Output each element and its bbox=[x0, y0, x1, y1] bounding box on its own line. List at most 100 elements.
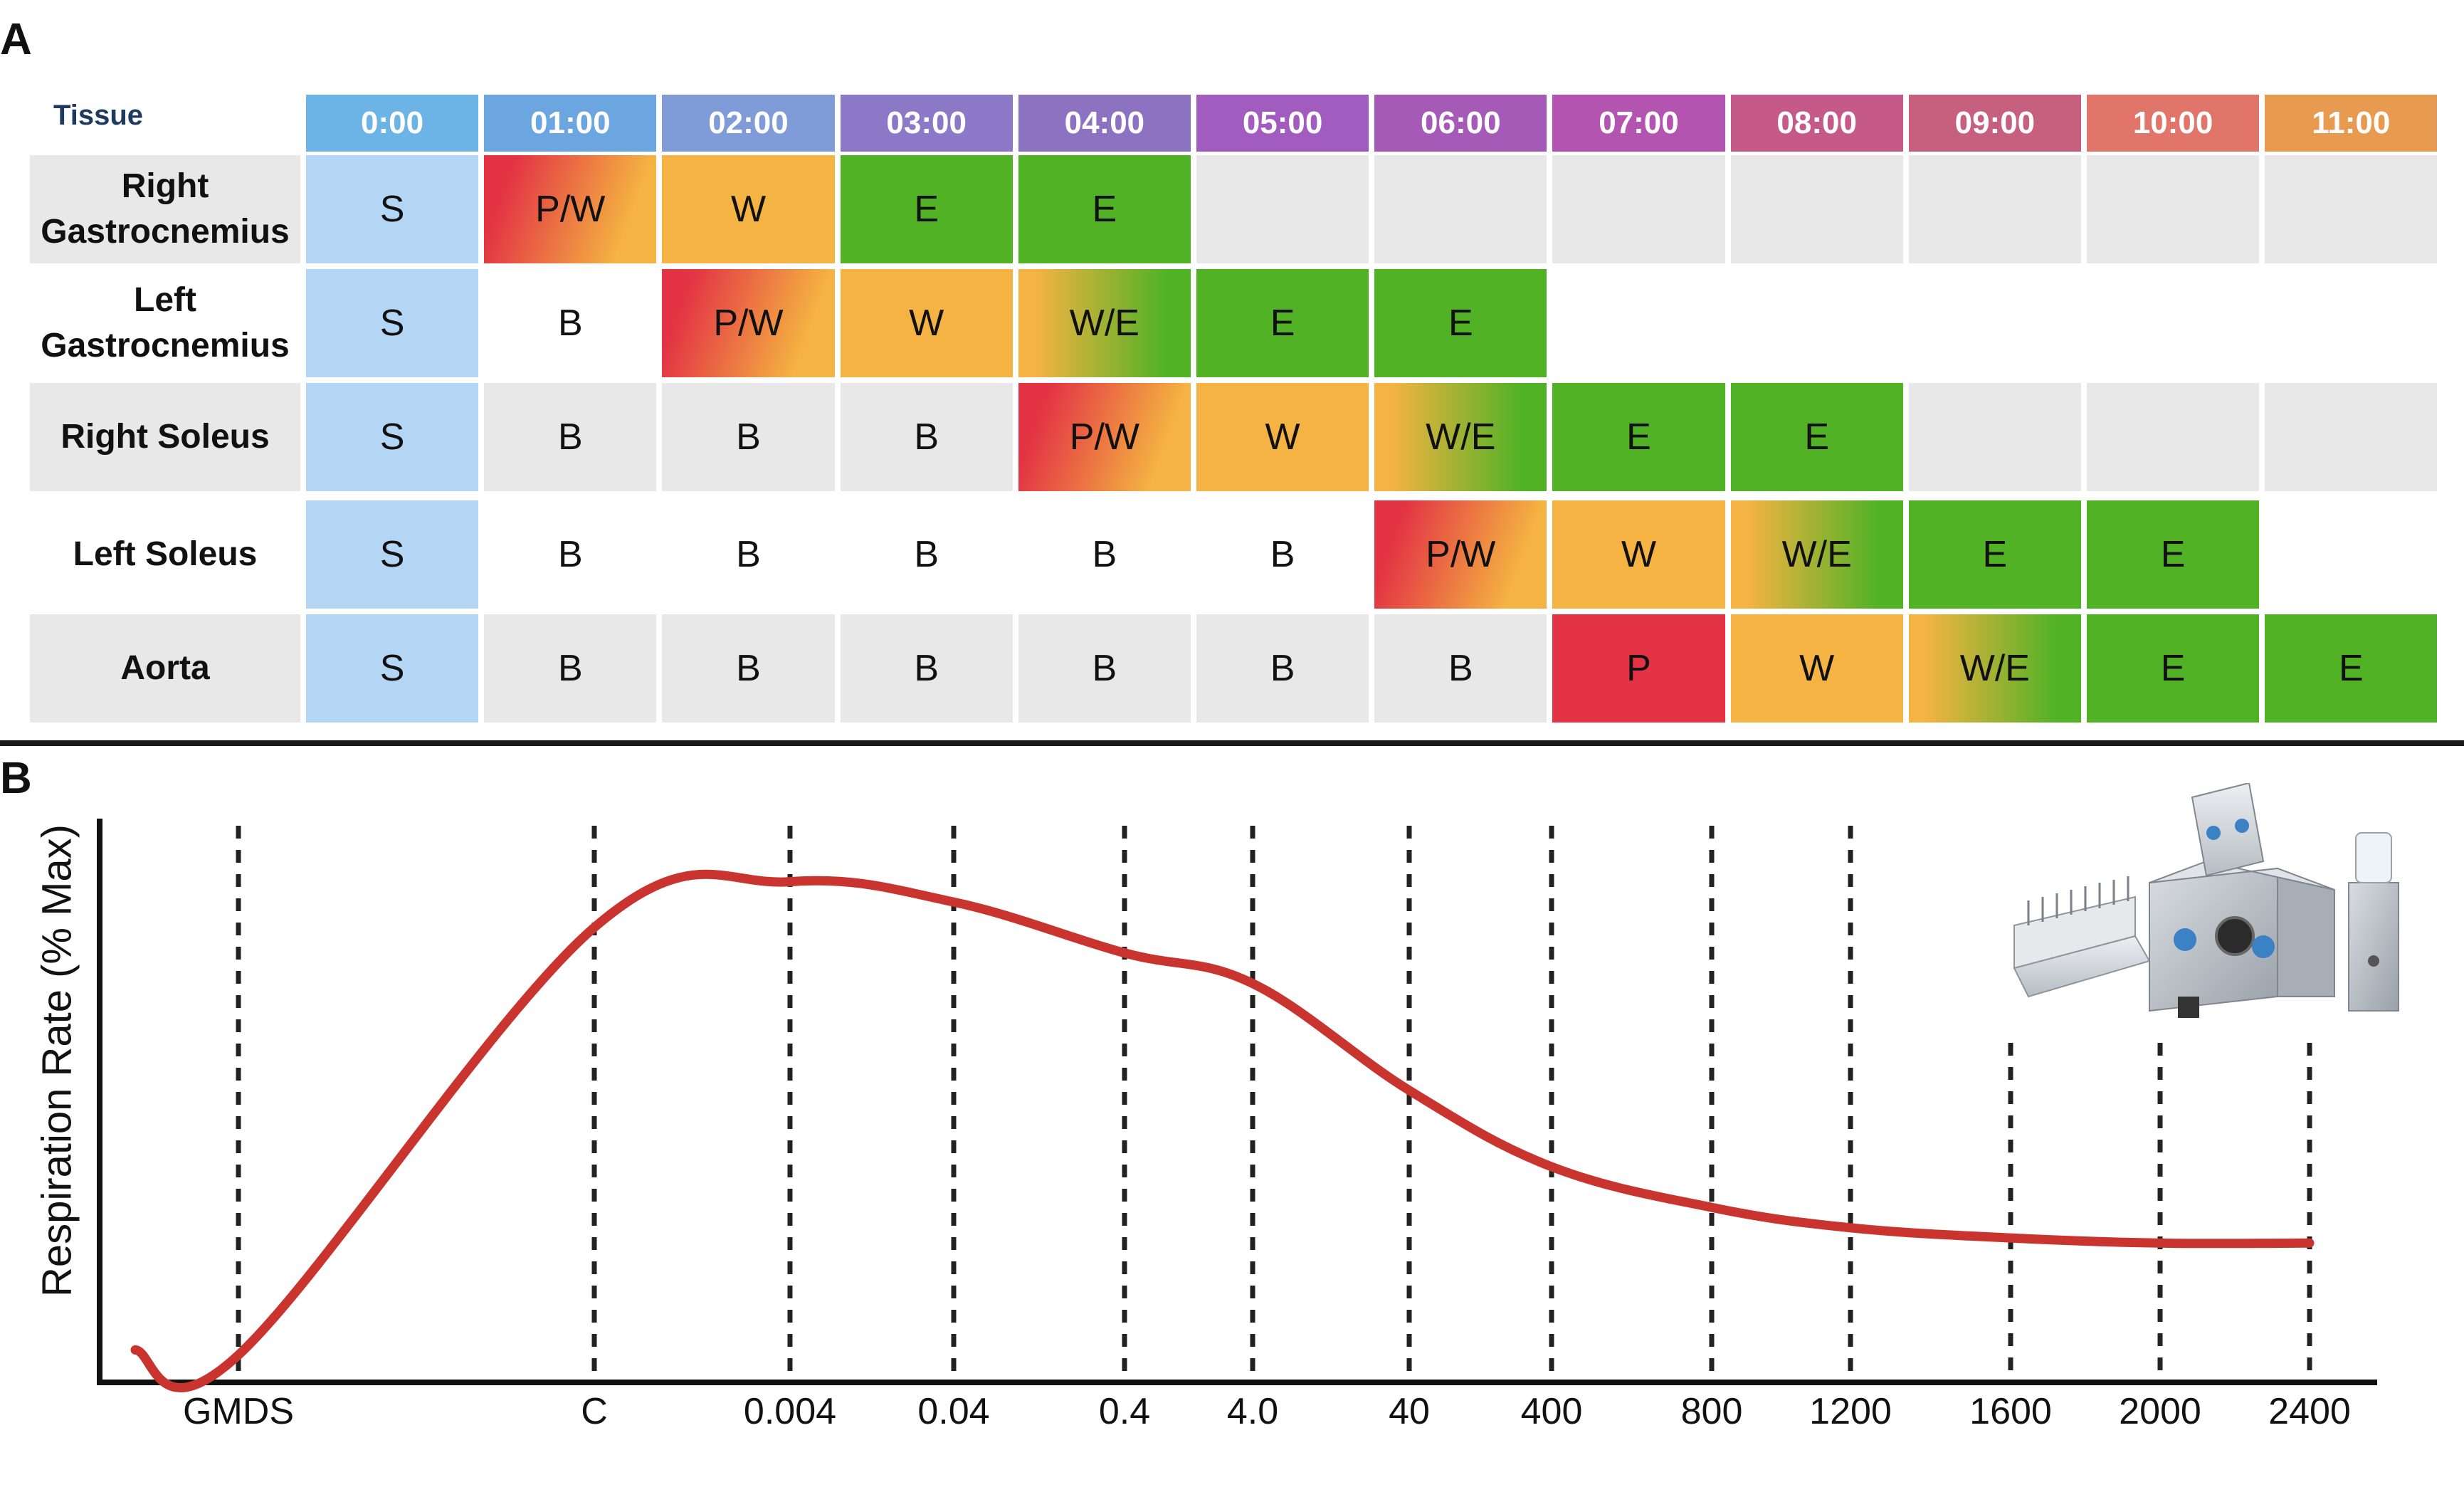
cell-r0-c8 bbox=[1730, 155, 1903, 263]
cell-r4-c5: B bbox=[1196, 614, 1369, 723]
cell-r4-c3: B bbox=[840, 614, 1013, 723]
cell-r3-c7: W bbox=[1552, 500, 1725, 609]
time-header-0: 0:00 bbox=[306, 95, 479, 152]
x-tick-label-10: 1600 bbox=[1969, 1391, 2052, 1432]
cell-r1-c1: B bbox=[484, 269, 657, 377]
x-tick-label-7: 400 bbox=[1521, 1391, 1583, 1432]
cell-r3-c9: E bbox=[1908, 500, 2081, 609]
cell-r3-c3: B bbox=[840, 500, 1013, 609]
row-label-line1: Right bbox=[121, 167, 209, 205]
panel-a-letter: A bbox=[0, 15, 32, 64]
cell-r2-c2: B bbox=[662, 383, 835, 491]
cell-r4-c11: E bbox=[2265, 614, 2438, 723]
x-tick-label-4: 0.4 bbox=[1099, 1391, 1150, 1432]
cell-r2-c4: P/W bbox=[1018, 383, 1191, 491]
time-header-1: 01:00 bbox=[484, 95, 657, 152]
x-tick-label-1: C bbox=[581, 1391, 608, 1432]
time-header-7: 07:00 bbox=[1552, 95, 1725, 152]
cell-r2-c1: B bbox=[484, 383, 657, 491]
cell-r0-c6 bbox=[1374, 155, 1547, 263]
x-tick-label-12: 2400 bbox=[2268, 1391, 2351, 1432]
cell-r0-c3: E bbox=[840, 155, 1013, 263]
cell-r2-c3: B bbox=[840, 383, 1013, 491]
panel-divider bbox=[0, 740, 2464, 746]
time-header-3: 03:00 bbox=[840, 95, 1013, 152]
cell-r4-c8: W bbox=[1730, 614, 1903, 723]
cell-r1-c2: P/W bbox=[662, 269, 835, 377]
x-tick-label-11: 2000 bbox=[2119, 1391, 2201, 1432]
time-header-8: 08:00 bbox=[1730, 95, 1903, 152]
cell-r3-c5: B bbox=[1196, 500, 1369, 609]
cell-r0-c10 bbox=[2087, 155, 2260, 263]
cell-r1-c7 bbox=[1552, 269, 1725, 377]
cell-r0-c1: P/W bbox=[484, 155, 657, 263]
cell-r0-c0: S bbox=[306, 155, 479, 263]
cell-r2-c5: W bbox=[1196, 383, 1369, 491]
cell-r3-c8: W/E bbox=[1730, 500, 1903, 609]
cell-r0-c7 bbox=[1552, 155, 1725, 263]
respiration-curve bbox=[130, 869, 2315, 1392]
cell-r1-c10 bbox=[2087, 269, 2260, 377]
row-label-2: Right Soleus bbox=[30, 383, 300, 491]
row-label-line1: Left Soleus bbox=[73, 535, 258, 573]
time-header-4: 04:00 bbox=[1018, 95, 1191, 152]
cell-r1-c9 bbox=[1908, 269, 2081, 377]
cell-r4-c4: B bbox=[1018, 614, 1191, 723]
cell-r3-c4: B bbox=[1018, 500, 1191, 609]
cell-r3-c2: B bbox=[662, 500, 835, 609]
cell-r3-c6: P/W bbox=[1374, 500, 1547, 609]
cell-r4-c1: B bbox=[484, 614, 657, 723]
x-tick-label-3: 0.04 bbox=[917, 1391, 989, 1432]
row-label-0: Right Gastrocnemius bbox=[30, 155, 300, 263]
cell-r0-c11 bbox=[2265, 155, 2438, 263]
x-tick-label-8: 800 bbox=[1681, 1391, 1743, 1432]
time-header-5: 05:00 bbox=[1196, 95, 1369, 152]
cell-r1-c5: E bbox=[1196, 269, 1369, 377]
cell-r2-c0: S bbox=[306, 383, 479, 491]
row-label-line2: Gastrocnemius bbox=[41, 327, 290, 364]
time-header-9: 09:00 bbox=[1908, 95, 2081, 152]
x-tick-label-2: 0.004 bbox=[744, 1391, 836, 1432]
cell-r3-c11 bbox=[2265, 500, 2438, 609]
cell-r2-c8: E bbox=[1730, 383, 1903, 491]
time-header-2: 02:00 bbox=[662, 95, 835, 152]
cell-r3-c0: S bbox=[306, 500, 479, 609]
cell-r1-c6: E bbox=[1374, 269, 1547, 377]
cell-r1-c0: S bbox=[306, 269, 479, 377]
cell-r4-c7: P bbox=[1552, 614, 1725, 723]
cell-r4-c2: B bbox=[662, 614, 835, 723]
cell-r2-c11 bbox=[2265, 383, 2438, 491]
row-label-line1: Right Soleus bbox=[60, 418, 270, 456]
row-label-line1: Left bbox=[134, 281, 196, 319]
cell-r1-c8 bbox=[1730, 269, 1903, 377]
x-tick-label-9: 1200 bbox=[1809, 1391, 1892, 1432]
time-header-10: 10:00 bbox=[2087, 95, 2260, 152]
cell-r2-c7: E bbox=[1552, 383, 1725, 491]
row-label-4: Aorta bbox=[30, 614, 300, 723]
row-label-line2: Gastrocnemius bbox=[41, 213, 290, 251]
tissue-header: Tissue bbox=[53, 100, 143, 131]
cell-r2-c10 bbox=[2087, 383, 2260, 491]
cell-r4-c9: W/E bbox=[1908, 614, 2081, 723]
cell-r1-c4: W/E bbox=[1018, 269, 1191, 377]
row-label-3: Left Soleus bbox=[30, 500, 300, 609]
respirometer-icon bbox=[2013, 783, 2399, 1018]
row-label-line1: Aorta bbox=[120, 649, 210, 687]
x-tick-label-0: GMDS bbox=[183, 1391, 294, 1432]
cell-r0-c4: E bbox=[1018, 155, 1191, 263]
cell-r1-c3: W bbox=[840, 269, 1013, 377]
x-tick-label-6: 40 bbox=[1389, 1391, 1430, 1432]
cell-r1-c11 bbox=[2265, 269, 2438, 377]
cell-r3-c1: B bbox=[484, 500, 657, 609]
row-label-1: Left Gastrocnemius bbox=[30, 269, 300, 377]
cell-r2-c9 bbox=[1908, 383, 2081, 491]
panel-b-letter: B bbox=[0, 754, 32, 803]
cell-r0-c5 bbox=[1196, 155, 1369, 263]
time-header-6: 06:00 bbox=[1374, 95, 1547, 152]
time-header-11: 11:00 bbox=[2265, 95, 2438, 152]
x-tick-label-5: 4.0 bbox=[1227, 1391, 1278, 1432]
cell-r0-c2: W bbox=[662, 155, 835, 263]
cell-r3-c10: E bbox=[2087, 500, 2260, 609]
cell-r4-c0: S bbox=[306, 614, 479, 723]
